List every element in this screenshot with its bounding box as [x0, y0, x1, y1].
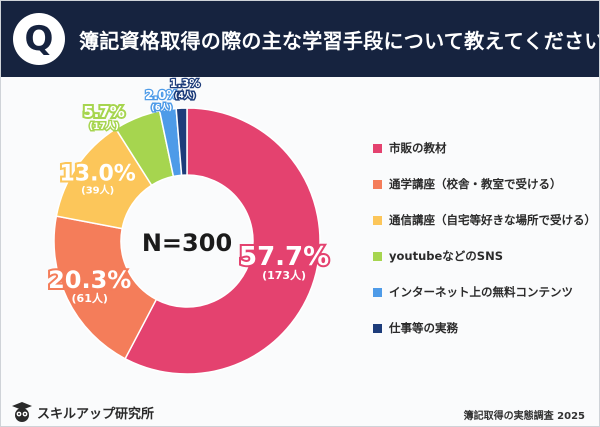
legend-swatch — [373, 216, 382, 225]
slice-count-label: (39人) — [81, 183, 114, 196]
survey-note: 簿記取得の実態調査 2025 — [463, 411, 585, 422]
legend-swatch — [373, 324, 382, 333]
slice-count-label: (6人) — [151, 102, 172, 112]
sample-size-label: N=300 — [142, 229, 232, 257]
legend-swatch — [373, 288, 382, 297]
q-badge: Q — [13, 13, 65, 65]
legend-item: 仕事等の実務 — [373, 319, 593, 339]
footer: スキルアップ研究所 簿記取得の実態調査 2025 — [1, 399, 599, 426]
slice-count-label: (17人) — [89, 120, 119, 132]
slice-count-label: (173人) — [262, 268, 306, 282]
legend-label: 仕事等の実務 — [389, 321, 458, 335]
slice-percent-label: 2.0% — [145, 88, 178, 102]
brand-logo: スキルアップ研究所 — [11, 401, 154, 423]
slice-1 — [53, 215, 158, 360]
legend-label: 市販の教材 — [389, 141, 447, 155]
legend-swatch — [373, 144, 382, 153]
donut-chart: N=300 57.7%(173人) 20.3%(61人) 13.0%(39人) 5.7%… — [46, 77, 331, 375]
legend-label: youtubeなどのSNS — [389, 249, 503, 263]
legend-item: 通信講座（自宅等好きな場所で受ける） — [373, 211, 596, 231]
legend-label: 通信講座（自宅等好きな場所で受ける） — [389, 213, 596, 227]
legend-swatch — [373, 252, 382, 261]
legend-label: インターネット上の無料コンテンツ — [389, 285, 573, 299]
legend-item: youtubeなどのSNS — [373, 247, 593, 267]
legend-item: インターネット上の無料コンテンツ — [373, 283, 593, 303]
slice-5 — [175, 107, 188, 177]
slice-percent-label: 13.0% — [60, 161, 136, 186]
brand-name: スキルアップ研究所 — [37, 406, 155, 422]
slice-percent-label: 20.3% — [48, 266, 131, 294]
slice-percent-label: 5.7% — [83, 103, 125, 121]
question-header: Q 簿記資格取得の際の主な学習手段について教えてください — [1, 1, 599, 77]
owl-icon — [12, 402, 32, 422]
legend-label: 通学講座（校舎・教室で受ける） — [389, 177, 562, 191]
slice-count-label: (4人) — [175, 90, 196, 100]
slice-percent-label: 1.3% — [170, 77, 201, 90]
slice-count-label: (61人) — [72, 291, 108, 305]
legend-item: 市販の教材 — [373, 139, 593, 159]
slice-percent-label: 57.7% — [239, 242, 329, 272]
legend-item: 通学講座（校舎・教室で受ける） — [373, 175, 593, 195]
chart-legend: 市販の教材通学講座（校舎・教室で受ける） 通信講座（自宅等好きな場所で受ける） yo… — [373, 139, 596, 355]
legend-swatch — [373, 180, 382, 189]
question-title: 簿記資格取得の際の主な学習手段について教えてください — [79, 29, 600, 53]
slice-0 — [124, 107, 321, 375]
